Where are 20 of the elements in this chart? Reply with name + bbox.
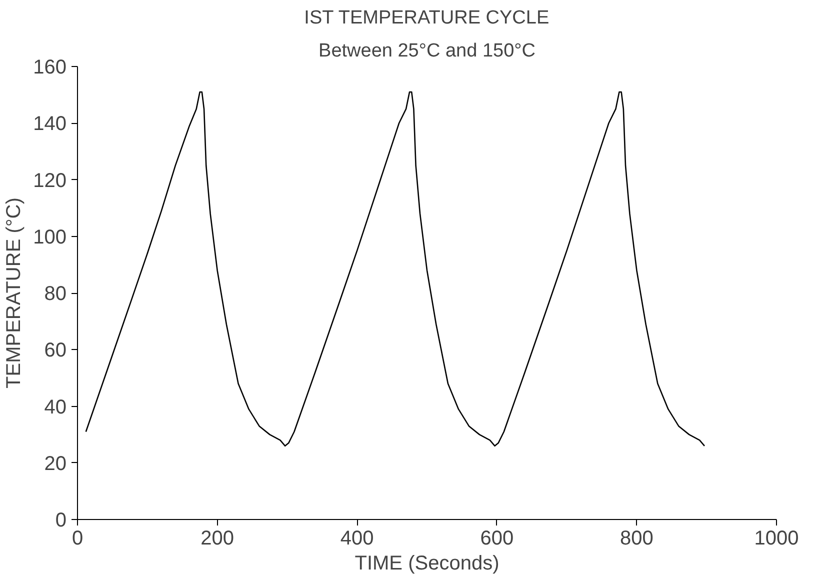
line-series bbox=[85, 91, 706, 447]
chart-title: IST TEMPERATURE CYCLE bbox=[304, 8, 550, 28]
x-axis-title: TIME (Seconds) bbox=[354, 552, 500, 574]
y-tick-label: 40 bbox=[44, 396, 67, 418]
x-tick-label: 800 bbox=[620, 528, 654, 550]
x-tick-label: 600 bbox=[480, 528, 514, 550]
y-tick-label: 80 bbox=[44, 283, 67, 305]
y-tick-label: 160 bbox=[33, 56, 67, 78]
y-axis-title: TEMPERATURE (°C) bbox=[3, 198, 26, 388]
y-tick-label: 60 bbox=[44, 340, 67, 362]
y-tick-label: 0 bbox=[55, 510, 66, 532]
y-tick-label: 20 bbox=[44, 452, 67, 475]
x-tick-label: 400 bbox=[340, 528, 374, 550]
y-tick-label: 120 bbox=[33, 170, 67, 192]
y-tick-label: 140 bbox=[33, 113, 67, 136]
chart-subtitle: Between 25°C and 150°C bbox=[318, 40, 536, 62]
y-tick-label: 100 bbox=[33, 226, 67, 248]
x-tick-label: 0 bbox=[72, 528, 84, 550]
x-tick-label: 200 bbox=[200, 528, 234, 550]
x-tick-label: 1000 bbox=[754, 528, 799, 550]
